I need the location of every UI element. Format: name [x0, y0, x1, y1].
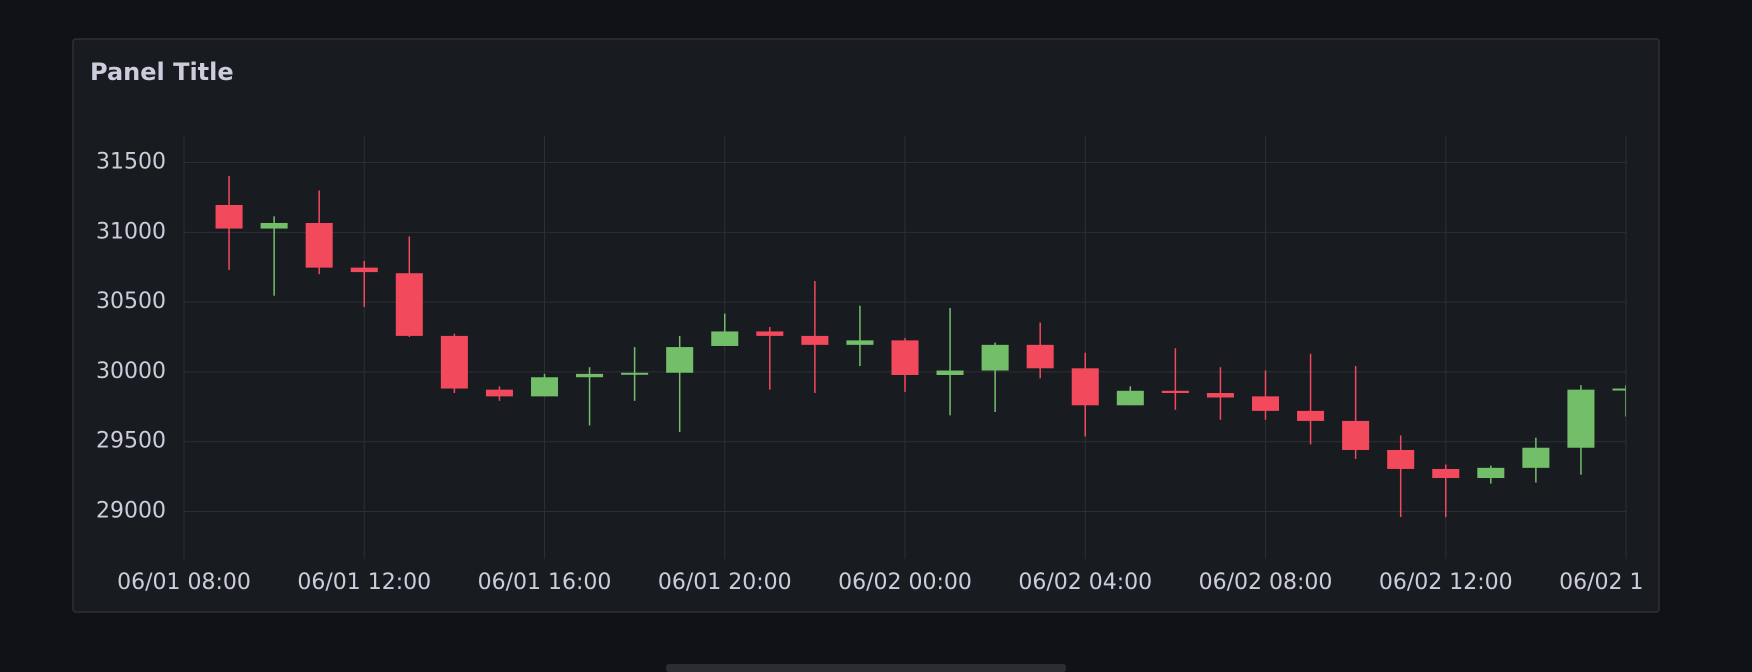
candle-body: [936, 370, 964, 376]
y-tick-label: 31500: [96, 150, 166, 175]
x-tick-label: 06/02 04:00: [1018, 570, 1152, 595]
candle-body: [1026, 344, 1054, 369]
candle-body: [846, 340, 874, 345]
y-tick-label: 29500: [96, 429, 166, 454]
x-tick-label: 06/02 08:00: [1199, 570, 1333, 595]
candle-body: [530, 377, 559, 397]
candle-body: [395, 273, 423, 336]
candle-body: [1116, 390, 1144, 406]
x-tick-label: 06/02 12:00: [1379, 570, 1513, 595]
candle-body: [1522, 447, 1550, 468]
candle-body: [1071, 368, 1099, 406]
candle-body: [756, 331, 784, 336]
y-tick-label: 29000: [96, 499, 166, 524]
candle-body: [981, 344, 1009, 371]
candle-body: [1567, 389, 1595, 448]
panel-title[interactable]: Panel Title: [90, 58, 234, 86]
x-tick-label: 06/01 12:00: [297, 570, 431, 595]
plot-area: [215, 175, 1626, 518]
candle-body: [801, 335, 829, 345]
scrollbar[interactable]: [666, 664, 1066, 672]
candle-body: [1297, 410, 1325, 421]
candle-body: [485, 389, 513, 397]
candle-body: [440, 335, 468, 389]
y-tick-label: 31000: [96, 219, 166, 244]
candle-body: [1432, 468, 1460, 479]
y-tick-label: 30000: [96, 359, 166, 384]
candle-body: [1161, 390, 1189, 394]
candle-body: [1206, 393, 1234, 398]
candle-body: [305, 222, 333, 268]
candle-body: [260, 222, 288, 229]
candle-body: [350, 267, 378, 273]
candle-body: [711, 331, 739, 346]
y-axis: 29000 29500 30000 30500 31000 31500: [96, 150, 166, 524]
candle-body: [215, 204, 243, 229]
candle-body: [891, 340, 919, 376]
x-tick-label: 06/01 20:00: [658, 570, 792, 595]
x-tick-label: 06/01 16:00: [478, 570, 612, 595]
x-tick-label: 06/02 00:00: [838, 570, 972, 595]
candle-body: [1477, 467, 1505, 479]
candle-body: [1342, 420, 1370, 450]
x-axis: 06/01 08:00 06/01 12:00 06/01 16:00 06/01 2…: [117, 570, 1693, 595]
panel: [72, 38, 1660, 613]
x-tick-label: 06/02 16:00: [1559, 570, 1693, 595]
candle-body: [1612, 388, 1626, 391]
candle-body: [576, 373, 604, 378]
x-tick-label: 06/01 08:00: [117, 570, 251, 595]
candle-body: [666, 347, 694, 373]
candle-body: [1251, 396, 1280, 411]
y-tick-label: 30500: [96, 289, 166, 314]
candle-body: [621, 372, 649, 375]
candle-body: [1387, 449, 1415, 469]
